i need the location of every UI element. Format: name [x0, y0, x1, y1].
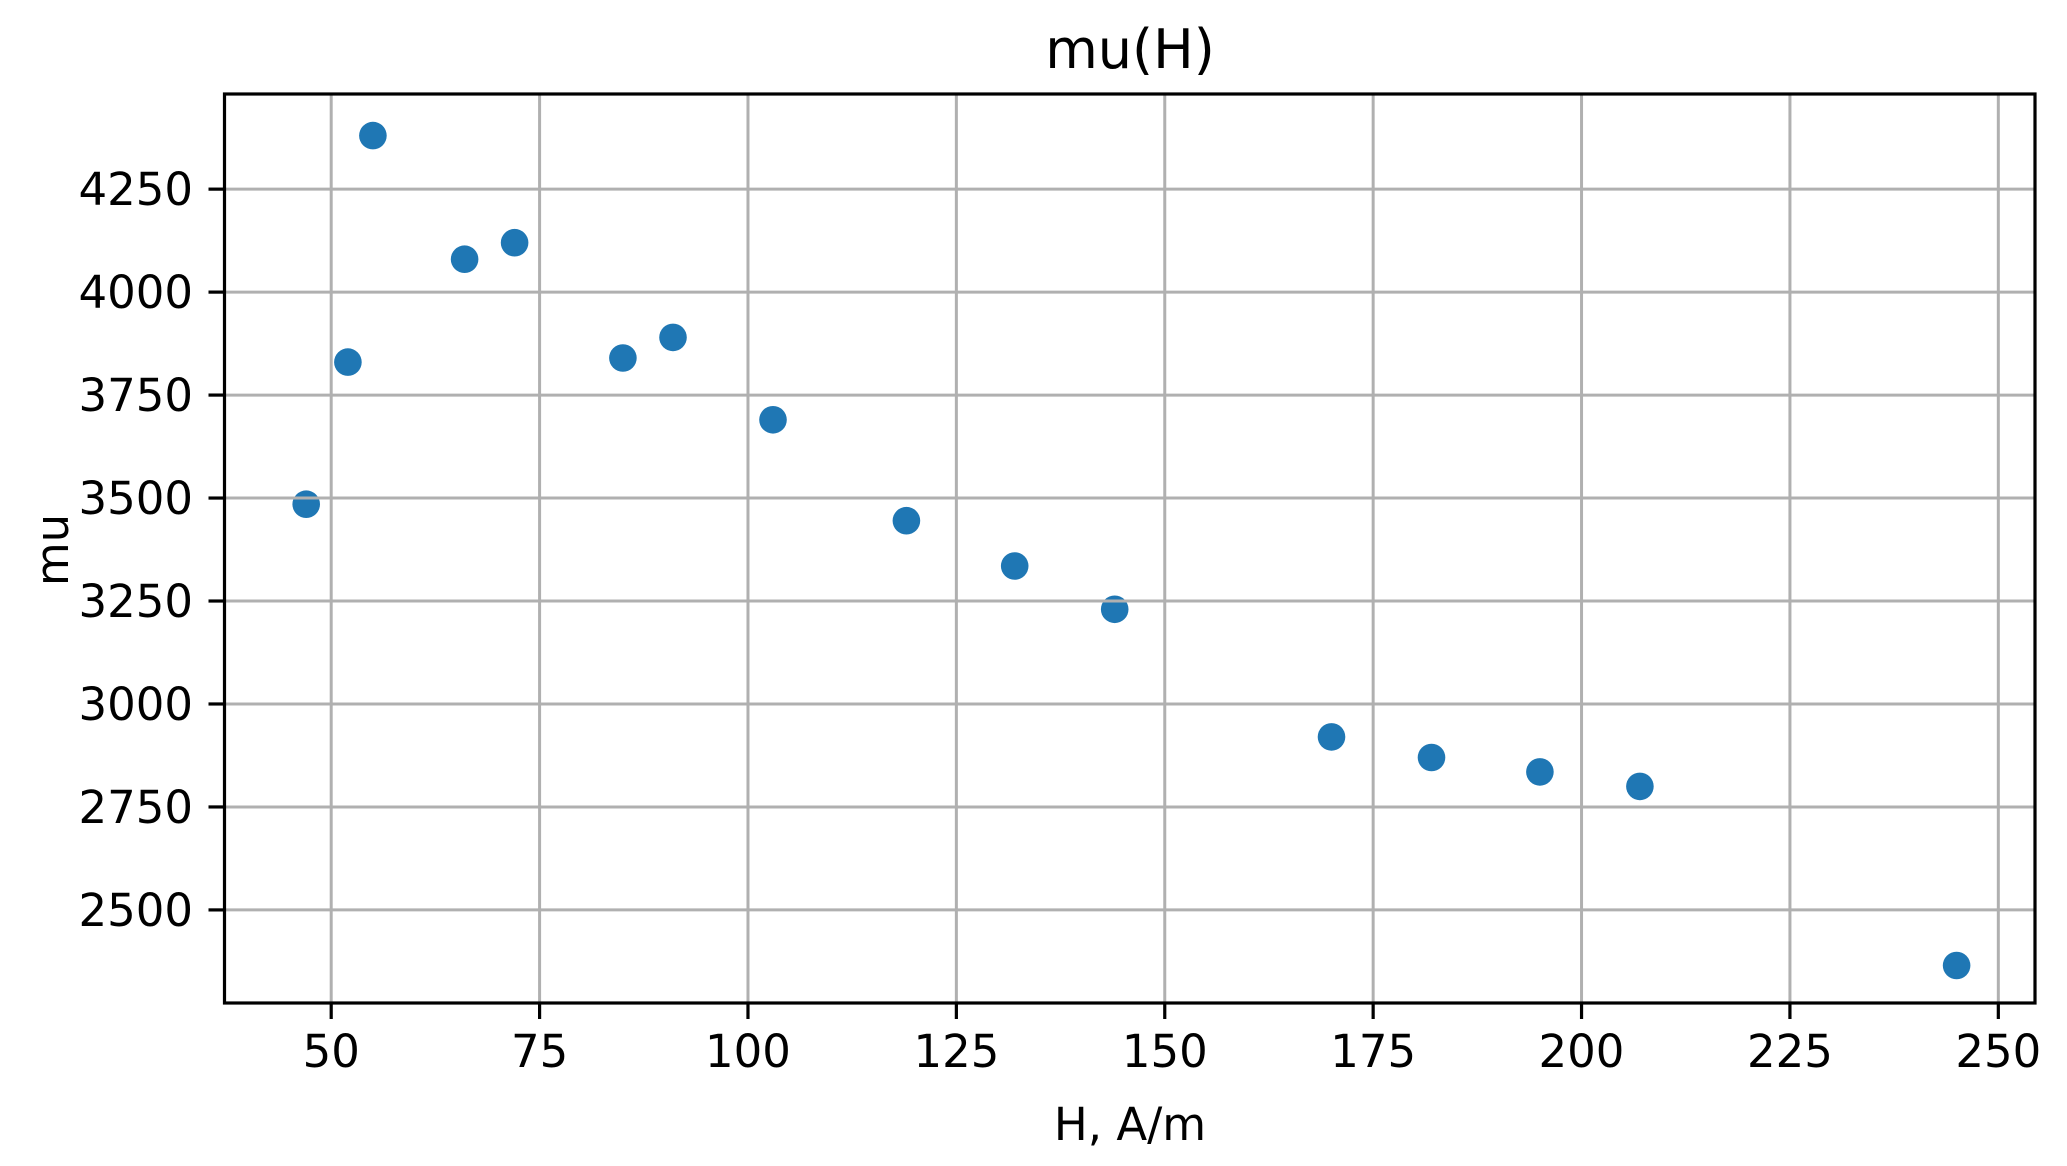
tick-marks-layer [208, 187, 2000, 1019]
data-point [334, 348, 362, 376]
y-tick-label: 4250 [78, 163, 193, 216]
plot-box-spine [222, 92, 2037, 1005]
y-axis-label: mu [26, 514, 79, 586]
x-tick-label: 50 [303, 1025, 360, 1078]
y-tick-label: 2750 [78, 781, 193, 834]
axes-spines [222, 92, 2037, 1005]
x-axis-label: H, A/m [1054, 1098, 1206, 1151]
data-point [659, 323, 687, 352]
y-tick-labels: 2500 2750 3000 3250 3500 3750 4000 4250 [78, 163, 193, 937]
data-point [1000, 552, 1029, 580]
data-point [292, 490, 321, 518]
grid-layer [224, 94, 2035, 1003]
data-point [1942, 951, 1971, 980]
y-tick-label: 3000 [78, 678, 193, 731]
y-tick-label: 2500 [78, 884, 193, 937]
y-tick-label: 3250 [78, 575, 193, 628]
data-point [359, 121, 387, 150]
data-point [500, 228, 529, 257]
data-points-layer [292, 121, 1971, 980]
x-tick-label: 250 [1955, 1025, 2041, 1078]
data-point [759, 406, 787, 434]
y-tick-label: 4000 [78, 266, 193, 319]
x-tick-label: 125 [913, 1025, 999, 1078]
y-tick-label: 3500 [78, 472, 193, 525]
x-tick-label: 75 [511, 1025, 568, 1078]
x-tick-label: 150 [1122, 1025, 1208, 1078]
x-tick-labels: 50 75 100 125 150 175 200 225 250 [303, 1025, 2042, 1078]
data-point [609, 344, 637, 372]
data-point [450, 245, 479, 273]
data-point [1417, 743, 1446, 772]
x-tick-label: 100 [705, 1025, 791, 1078]
x-tick-label: 200 [1539, 1025, 1625, 1078]
data-point [1526, 758, 1554, 786]
chart-title: mu(H) [1045, 18, 1215, 81]
y-tick-label: 3750 [78, 369, 193, 422]
data-point [1626, 772, 1654, 801]
data-point [892, 506, 921, 535]
x-tick-label: 175 [1330, 1025, 1416, 1078]
x-tick-label: 225 [1747, 1025, 1833, 1078]
data-point [1317, 723, 1346, 751]
